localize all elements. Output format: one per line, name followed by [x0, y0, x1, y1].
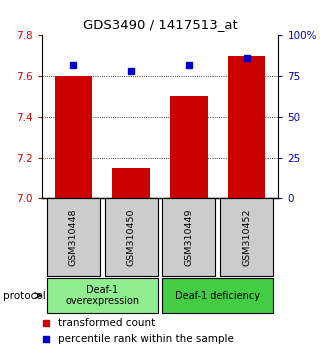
Bar — [47, 198, 100, 276]
Text: percentile rank within the sample: percentile rank within the sample — [58, 334, 234, 344]
Text: Deaf-1
overexpression: Deaf-1 overexpression — [65, 285, 139, 307]
Text: GSM310448: GSM310448 — [69, 209, 78, 266]
Text: protocol: protocol — [3, 291, 46, 301]
Text: GSM310449: GSM310449 — [184, 209, 193, 266]
Text: transformed count: transformed count — [58, 318, 156, 328]
Title: GDS3490 / 1417513_at: GDS3490 / 1417513_at — [83, 18, 237, 32]
Bar — [112, 168, 150, 198]
Bar — [47, 278, 158, 313]
Text: GSM310450: GSM310450 — [127, 209, 136, 266]
Bar — [170, 96, 208, 198]
Bar — [55, 76, 92, 198]
Bar — [162, 278, 273, 313]
Bar — [220, 198, 273, 276]
Bar — [105, 198, 158, 276]
Text: GSM310452: GSM310452 — [242, 209, 251, 266]
Text: Deaf-1 deficiency: Deaf-1 deficiency — [175, 291, 260, 301]
Bar — [228, 56, 265, 198]
Bar — [162, 198, 215, 276]
